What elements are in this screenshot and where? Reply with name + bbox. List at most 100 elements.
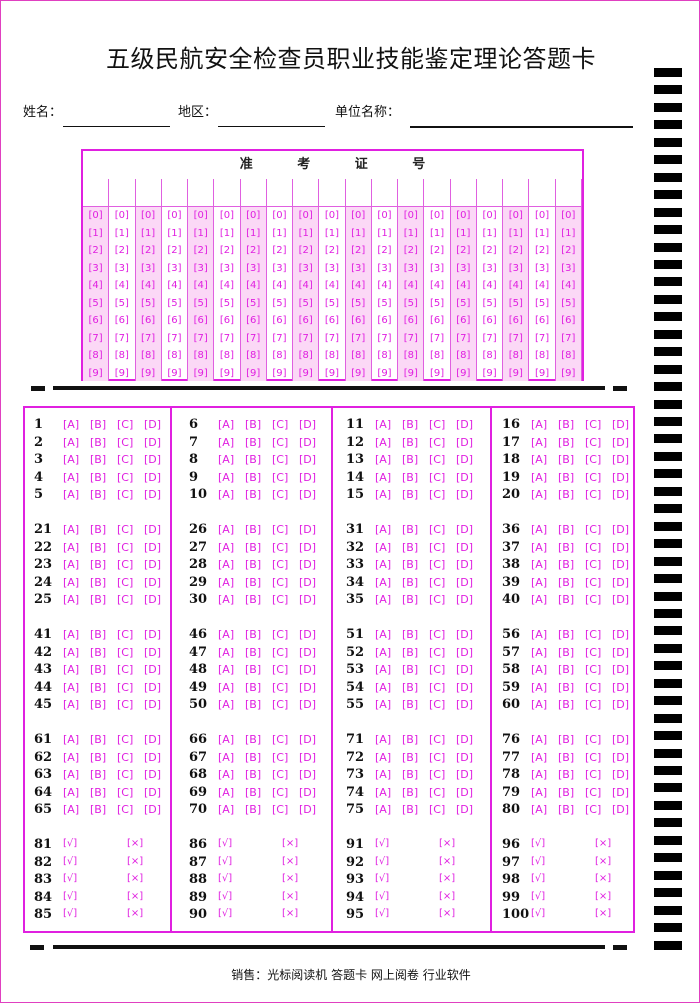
option-A-bubble[interactable]: [A] bbox=[63, 523, 80, 536]
id-bubble-0[interactable]: [0] bbox=[114, 210, 129, 221]
option-D-bubble[interactable]: [D] bbox=[144, 750, 162, 764]
option-D-bubble[interactable]: [D] bbox=[299, 523, 317, 536]
option-B-bubble[interactable]: [B] bbox=[558, 575, 575, 589]
option-D-bubble[interactable]: [D] bbox=[456, 733, 474, 746]
option-A-bubble[interactable]: [A] bbox=[63, 750, 80, 764]
option-B-bubble[interactable]: [B] bbox=[245, 418, 262, 431]
option-A-bubble[interactable]: [A] bbox=[218, 785, 235, 799]
id-bubble-0[interactable]: [0] bbox=[272, 210, 287, 221]
option-A-bubble[interactable]: [A] bbox=[63, 453, 80, 466]
option-C-bubble[interactable]: [C] bbox=[272, 435, 289, 449]
option-C-bubble[interactable]: [C] bbox=[429, 733, 446, 746]
option-C-bubble[interactable]: [C] bbox=[429, 680, 446, 694]
id-bubble-3[interactable]: [3] bbox=[351, 262, 366, 274]
option-A-bubble[interactable]: [A] bbox=[375, 733, 392, 746]
option-C-bubble[interactable]: [C] bbox=[585, 453, 602, 466]
option-C-bubble[interactable]: [C] bbox=[585, 733, 602, 746]
option-D-bubble[interactable]: [D] bbox=[144, 470, 162, 484]
id-bubble-8[interactable]: [8] bbox=[246, 350, 261, 361]
id-bubble-7[interactable]: [7] bbox=[193, 332, 208, 344]
id-bubble-0[interactable]: [0] bbox=[246, 210, 261, 221]
false-bubble[interactable]: [×] bbox=[282, 838, 299, 849]
id-bubble-1[interactable]: [1] bbox=[508, 227, 523, 239]
option-A-bubble[interactable]: [A] bbox=[375, 663, 392, 676]
option-B-bubble[interactable]: [B] bbox=[90, 628, 107, 641]
false-bubble[interactable]: [×] bbox=[282, 873, 299, 884]
option-A-bubble[interactable]: [A] bbox=[63, 785, 80, 799]
option-A-bubble[interactable]: [A] bbox=[218, 680, 235, 694]
id-bubble-3[interactable]: [3] bbox=[167, 262, 182, 274]
id-bubble-5[interactable]: [5] bbox=[167, 297, 182, 309]
option-D-bubble[interactable]: [D] bbox=[144, 645, 162, 659]
option-C-bubble[interactable]: [C] bbox=[429, 785, 446, 799]
id-bubble-3[interactable]: [3] bbox=[561, 262, 576, 274]
option-A-bubble[interactable]: [A] bbox=[63, 645, 80, 659]
option-D-bubble[interactable]: [D] bbox=[612, 453, 630, 466]
option-C-bubble[interactable]: [C] bbox=[117, 488, 134, 501]
id-bubble-7[interactable]: [7] bbox=[508, 332, 523, 344]
option-D-bubble[interactable]: [D] bbox=[299, 733, 317, 746]
id-bubble-5[interactable]: [5] bbox=[482, 297, 497, 309]
option-B-bubble[interactable]: [B] bbox=[245, 540, 262, 554]
true-bubble[interactable]: [√] bbox=[218, 908, 233, 919]
option-B-bubble[interactable]: [B] bbox=[402, 488, 419, 501]
false-bubble[interactable]: [×] bbox=[595, 873, 612, 884]
id-bubble-7[interactable]: [7] bbox=[351, 332, 366, 344]
option-B-bubble[interactable]: [B] bbox=[245, 523, 262, 536]
option-D-bubble[interactable]: [D] bbox=[612, 418, 630, 431]
id-bubble-0[interactable]: [0] bbox=[561, 210, 576, 221]
option-B-bubble[interactable]: [B] bbox=[90, 645, 107, 659]
option-D-bubble[interactable]: [D] bbox=[144, 733, 162, 746]
option-C-bubble[interactable]: [C] bbox=[585, 593, 602, 606]
option-D-bubble[interactable]: [D] bbox=[299, 435, 317, 449]
option-D-bubble[interactable]: [D] bbox=[299, 645, 317, 659]
id-bubble-9[interactable]: [9] bbox=[141, 367, 156, 379]
id-bubble-2[interactable]: [2] bbox=[219, 245, 235, 256]
id-bubble-5[interactable]: [5] bbox=[324, 297, 340, 309]
id-bubble-5[interactable]: [5] bbox=[351, 297, 366, 309]
id-bubble-3[interactable]: [3] bbox=[298, 262, 313, 274]
id-bubble-7[interactable]: [7] bbox=[403, 332, 418, 344]
id-bubble-2[interactable]: [2] bbox=[482, 245, 497, 256]
id-bubble-5[interactable]: [5] bbox=[456, 297, 471, 309]
option-C-bubble[interactable]: [C] bbox=[585, 470, 602, 484]
option-B-bubble[interactable]: [B] bbox=[245, 488, 262, 501]
option-B-bubble[interactable]: [B] bbox=[402, 470, 419, 484]
true-bubble[interactable]: [√] bbox=[375, 838, 390, 849]
option-C-bubble[interactable]: [C] bbox=[117, 628, 134, 641]
id-bubble-0[interactable]: [0] bbox=[535, 210, 550, 221]
id-bubble-7[interactable]: [7] bbox=[272, 332, 287, 344]
option-C-bubble[interactable]: [C] bbox=[429, 418, 446, 431]
option-C-bubble[interactable]: [C] bbox=[117, 645, 134, 659]
id-bubble-2[interactable]: [2] bbox=[351, 245, 366, 256]
option-C-bubble[interactable]: [C] bbox=[585, 488, 602, 501]
id-bubble-4[interactable]: [4] bbox=[193, 280, 208, 291]
option-A-bubble[interactable]: [A] bbox=[531, 418, 548, 431]
option-B-bubble[interactable]: [B] bbox=[245, 698, 262, 711]
option-D-bubble[interactable]: [D] bbox=[456, 803, 474, 816]
option-C-bubble[interactable]: [C] bbox=[272, 750, 289, 764]
id-bubble-4[interactable]: [4] bbox=[141, 280, 156, 291]
option-C-bubble[interactable]: [C] bbox=[585, 768, 602, 781]
option-A-bubble[interactable]: [A] bbox=[375, 803, 392, 816]
option-D-bubble[interactable]: [D] bbox=[299, 750, 317, 764]
id-bubble-9[interactable]: [9] bbox=[272, 367, 287, 379]
option-B-bubble[interactable]: [B] bbox=[245, 435, 262, 449]
option-B-bubble[interactable]: [B] bbox=[245, 663, 262, 676]
id-bubble-0[interactable]: [0] bbox=[351, 210, 366, 221]
id-bubble-0[interactable]: [0] bbox=[193, 210, 208, 221]
id-bubble-2[interactable]: [2] bbox=[324, 245, 340, 256]
option-D-bubble[interactable]: [D] bbox=[456, 523, 474, 536]
id-bubble-6[interactable]: [6] bbox=[377, 315, 392, 326]
false-bubble[interactable]: [×] bbox=[595, 908, 612, 919]
id-bubble-7[interactable]: [7] bbox=[561, 332, 576, 344]
id-bubble-8[interactable]: [8] bbox=[272, 350, 287, 361]
id-digit-box[interactable] bbox=[319, 179, 345, 207]
option-A-bubble[interactable]: [A] bbox=[531, 663, 548, 676]
id-bubble-8[interactable]: [8] bbox=[141, 350, 156, 361]
option-C-bubble[interactable]: [C] bbox=[117, 785, 134, 799]
option-B-bubble[interactable]: [B] bbox=[558, 645, 575, 659]
option-D-bubble[interactable]: [D] bbox=[144, 435, 162, 449]
option-D-bubble[interactable]: [D] bbox=[456, 645, 474, 659]
id-bubble-2[interactable]: [2] bbox=[88, 245, 103, 256]
